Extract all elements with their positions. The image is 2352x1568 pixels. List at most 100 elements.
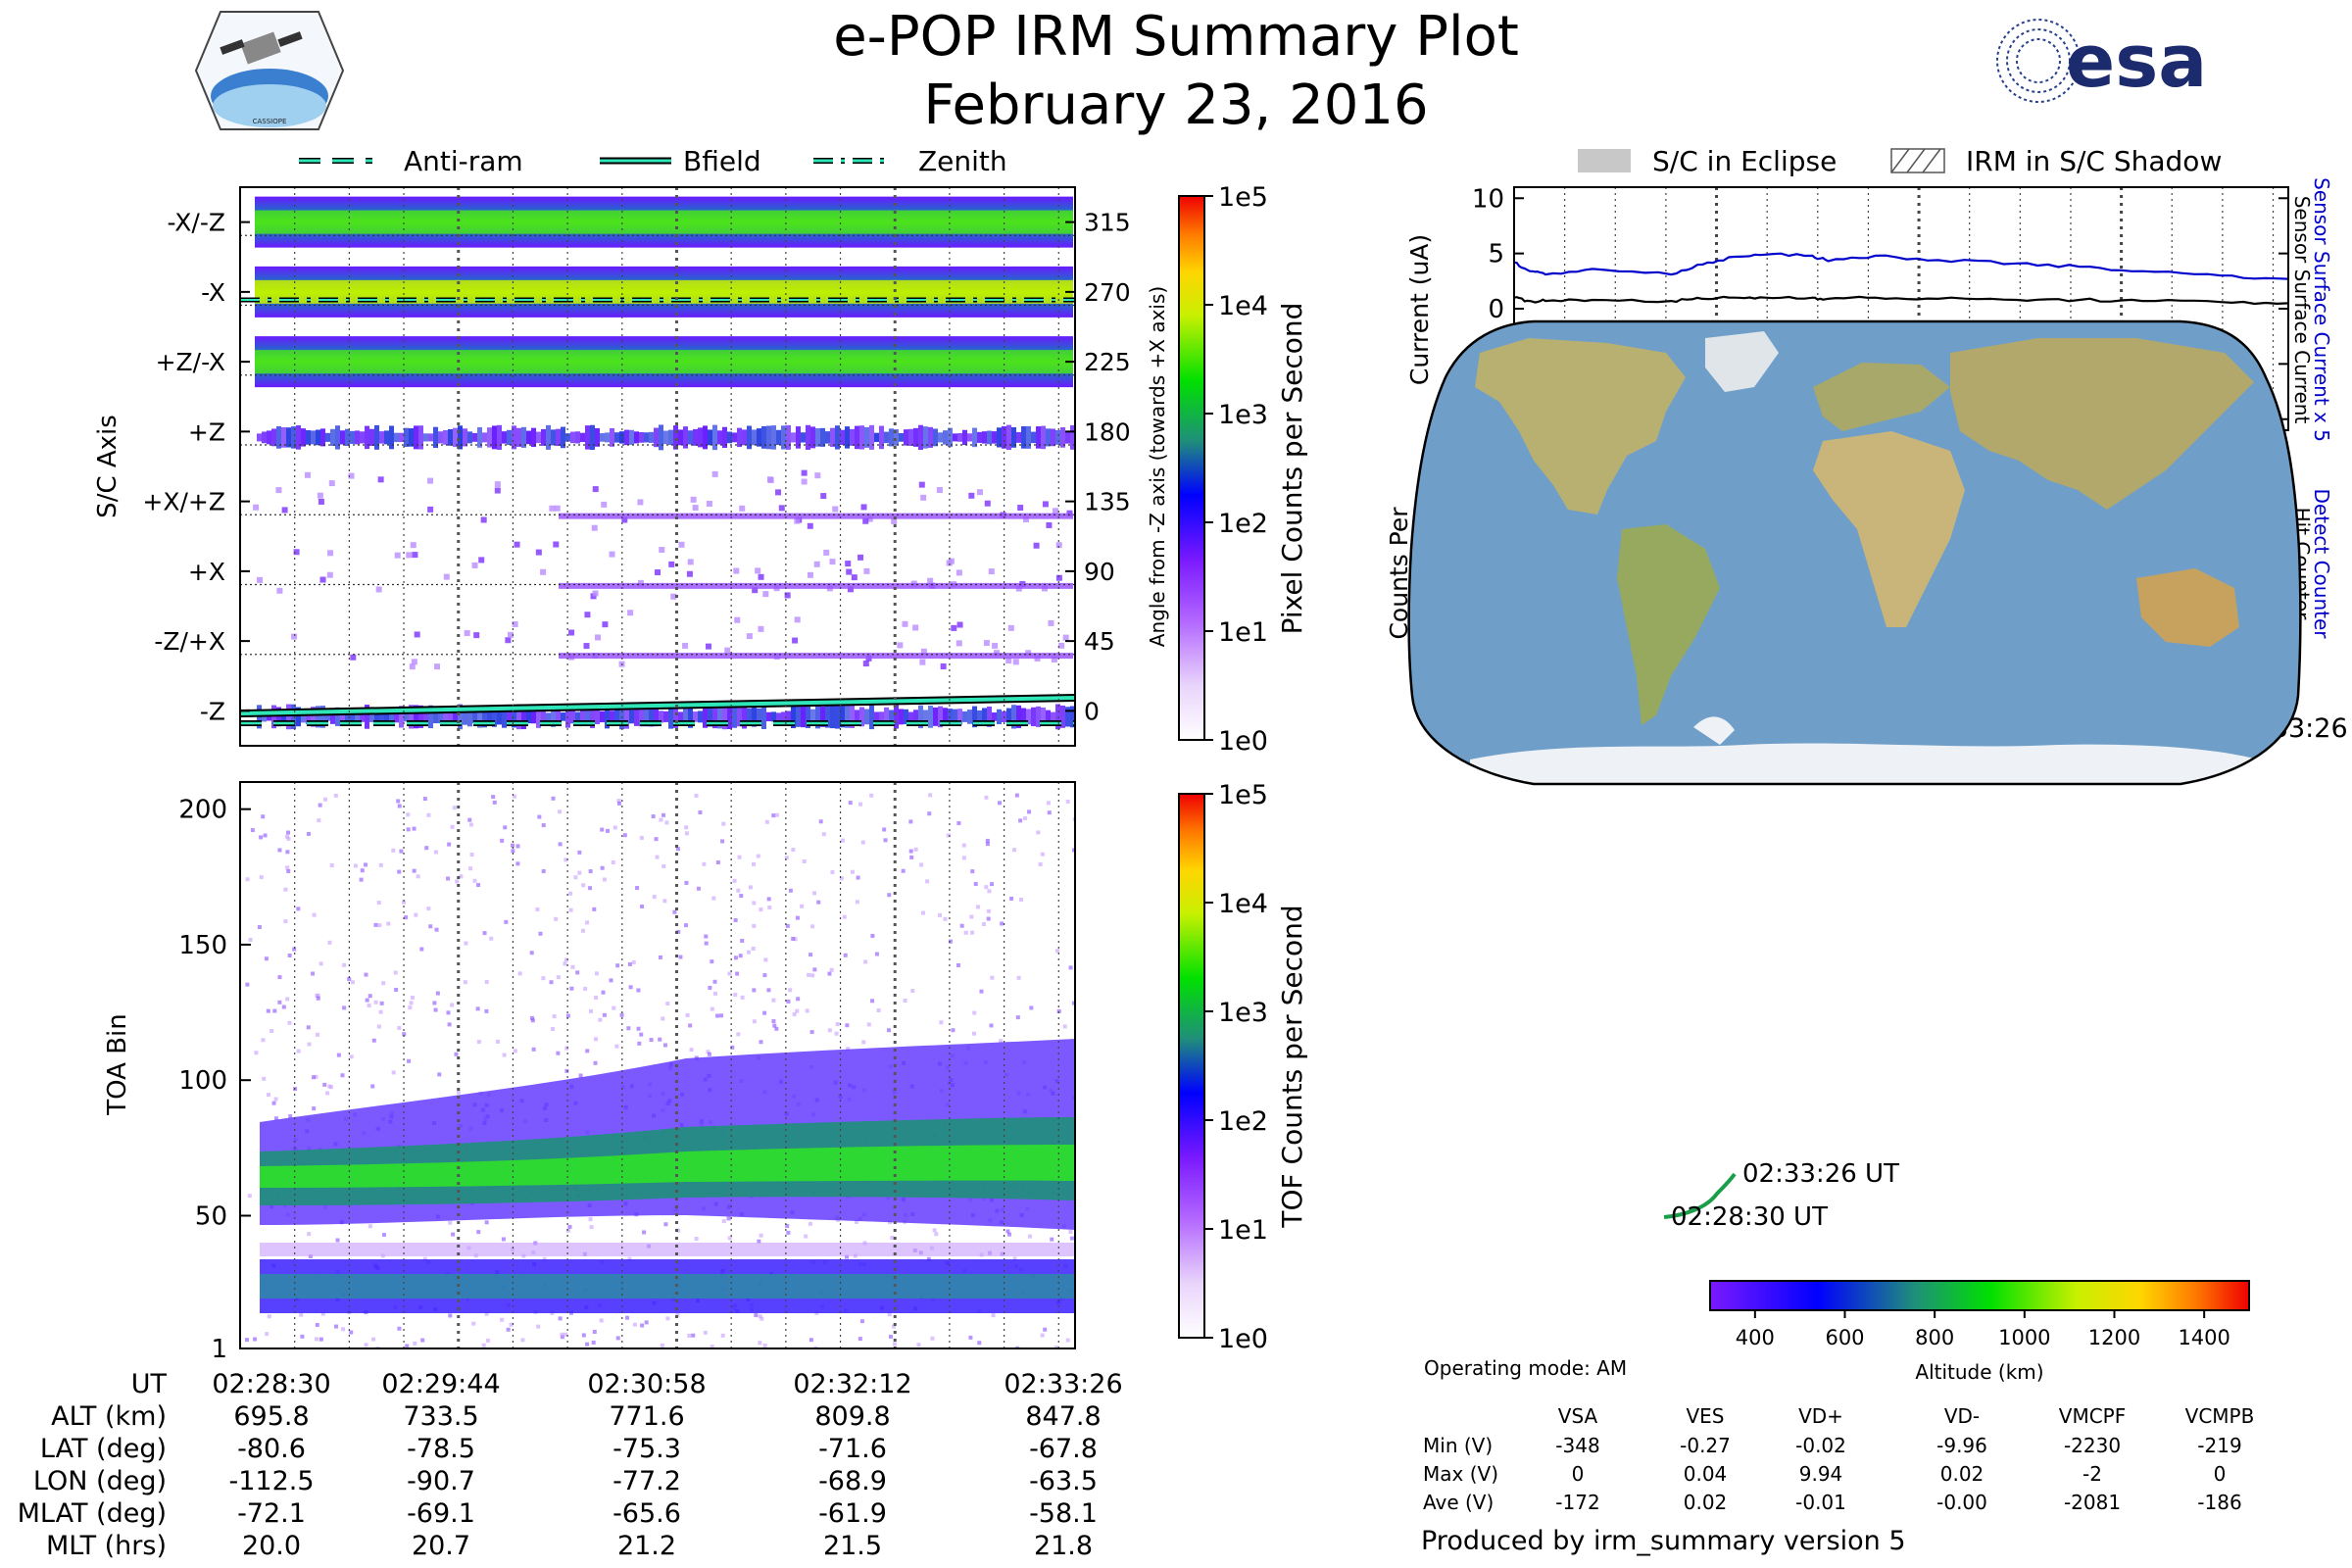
- ephem-cell-1-1: 733.5: [403, 1401, 478, 1432]
- sc-axis-tick-5: +X: [188, 558, 225, 586]
- operating-mode: Operating mode: AM: [1424, 1356, 1627, 1380]
- legend-anti-ram: Anti-ram: [404, 145, 523, 177]
- orbit-track: [1663, 1172, 1737, 1219]
- ephem-cell-3-0: -112.5: [228, 1466, 314, 1496]
- current-series2-label: Sensor Surface Current: [2290, 196, 2314, 424]
- track-end-label: 02:33:26 UT: [1742, 1159, 1899, 1189]
- sc-angle-tick-7: 0: [1084, 697, 1100, 725]
- ephem-cell-5-0: 20.0: [242, 1531, 301, 1561]
- tofCbTicks-tick-3: 1e2: [1218, 1106, 1268, 1137]
- ephem-cell-5-3: 21.5: [823, 1531, 882, 1561]
- ephem-cell-5-1: 20.7: [412, 1531, 470, 1561]
- tof-ylabel: TOA Bin: [103, 1013, 132, 1115]
- ephem-cell-1-0: 695.8: [233, 1401, 309, 1432]
- map-antarctica: [1470, 743, 2274, 784]
- ephem-cell-2-0: -80.6: [237, 1434, 306, 1464]
- sc-band-5: [256, 541, 1073, 600]
- map-europe: [1813, 363, 1950, 431]
- ephem-cell-3-3: -68.9: [818, 1466, 887, 1496]
- line-legend: Anti-ram Bfield Zenith: [299, 145, 1007, 177]
- tof-main-band: [245, 793, 1075, 1348]
- volt-cell-0-5: -219: [2197, 1434, 2241, 1457]
- ephem-label-3: LON (deg): [33, 1466, 167, 1496]
- tof-ytick-0: 200: [178, 796, 227, 825]
- counts-series1-label: Detect Counter: [2310, 489, 2333, 640]
- ephem-label-4: MLAT (deg): [18, 1498, 167, 1529]
- volt-header-3: VD-: [1944, 1404, 1980, 1428]
- esa-logo-text: esa: [2066, 20, 2207, 104]
- ephem-cell-0-4: 02:33:26: [1004, 1369, 1122, 1399]
- esa-logo: esa: [1996, 19, 2207, 104]
- altitude-tick-0: 400: [1736, 1326, 1775, 1349]
- map-south-america: [1617, 524, 1720, 725]
- sc-axis-labels: -X/-Z 315 -X 270 +Z/-X 225 +Z 180 +X/+Z 135 +X 90 -Z…: [142, 209, 1130, 726]
- volt-cell-1-3: 0.02: [1940, 1462, 1984, 1486]
- page-date: February 23, 2016: [923, 74, 1428, 137]
- pixCbTicks-tick-5: 1e0: [1218, 726, 1268, 757]
- volt-cell-0-0: -348: [1555, 1434, 1599, 1457]
- sc-angle-tick-2: 225: [1084, 348, 1131, 376]
- legend-bfield: Bfield: [683, 145, 761, 177]
- sc-band-7: [257, 704, 1075, 730]
- volt-header-4: VMCPF: [2059, 1404, 2126, 1428]
- volt-label-1: Max (V): [1423, 1462, 1498, 1486]
- tof-ytick-2: 100: [178, 1066, 227, 1096]
- curGrid-ytick-1: 5: [1488, 240, 1504, 270]
- pixel-colorbar-label: Pixel Counts per Second: [1276, 303, 1308, 635]
- pixCbTicks-tick-3: 1e2: [1218, 509, 1268, 539]
- tof-ytick-1: 150: [178, 931, 227, 960]
- bfield-line: [240, 694, 1075, 717]
- tof-ytick-4: 1: [211, 1335, 227, 1364]
- ephem-cell-3-2: -77.2: [612, 1466, 681, 1496]
- sc-axis-ylabel: S/C Axis: [93, 415, 122, 518]
- sc-band-0: [255, 196, 1073, 248]
- cassiope-logo-text: CASSIOPE: [253, 118, 287, 125]
- sc-band-3: [257, 424, 1075, 451]
- volt-cell-0-4: -2230: [2064, 1434, 2121, 1457]
- page-title: e-POP IRM Summary Plot: [833, 5, 1519, 69]
- legend-eclipse: S/C in Eclipse: [1652, 145, 1837, 177]
- track-start-label: 02:28:30 UT: [1671, 1202, 1828, 1232]
- sc-band-2: [255, 336, 1073, 388]
- ephem-cell-1-2: 771.6: [609, 1401, 684, 1432]
- map-asia: [1950, 338, 2254, 510]
- tof-colorbar: 1e5 1e4 1e3 1e2 1e1 1e0 TOF Counts per Second: [1178, 780, 1308, 1354]
- sc-angle-tick-6: 45: [1084, 627, 1115, 656]
- sc-axis-grid: [240, 187, 1075, 746]
- sc-axis-tick-0: -X/-Z: [168, 209, 225, 237]
- sc-axis-y2label: Angle from -Z axis (towards +X axis): [1146, 286, 1169, 647]
- sc-axis-bands: [240, 196, 1075, 730]
- ephem-cell-4-1: -69.1: [407, 1498, 475, 1529]
- volt-header-2: VD+: [1798, 1404, 1843, 1428]
- ephem-label-5: MLT (hrs): [46, 1531, 167, 1561]
- volt-header-0: VSA: [1558, 1404, 1598, 1428]
- volt-cell-1-2: 9.94: [1799, 1462, 1843, 1486]
- sc-angle-tick-0: 315: [1084, 209, 1131, 237]
- tofCbTicks-tick-4: 1e1: [1218, 1215, 1268, 1246]
- volt-header-5: VCMPB: [2185, 1404, 2255, 1428]
- tofCbTicks-tick-2: 1e3: [1218, 998, 1268, 1028]
- series-sensor-current: [1513, 295, 2289, 306]
- ephem-label-0: UT: [131, 1369, 168, 1399]
- ephem-cell-4-4: -58.1: [1029, 1498, 1098, 1529]
- altitude-tick-4: 1200: [2088, 1326, 2140, 1349]
- pixCbTicks-tick-4: 1e1: [1218, 617, 1268, 648]
- current-ylabel: Current (uA): [1405, 234, 1434, 385]
- altitude-colorbar: 400 600 800 1000 1200 1400 Altitude (km): [1709, 1280, 2250, 1384]
- altitude-tick-1: 600: [1825, 1326, 1864, 1349]
- ephem-cell-2-1: -78.5: [407, 1434, 475, 1464]
- altitude-tick-2: 800: [1915, 1326, 1954, 1349]
- pixCbTicks-tick-0: 1e5: [1218, 182, 1268, 213]
- ephem-cell-0-3: 02:32:12: [793, 1369, 911, 1399]
- ephem-cell-4-0: -72.1: [237, 1498, 306, 1529]
- volt-cell-2-0: -172: [1555, 1491, 1599, 1514]
- volt-cell-0-1: -0.27: [1680, 1434, 1731, 1457]
- volt-label-2: Ave (V): [1423, 1491, 1494, 1514]
- ephem-cell-0-1: 02:29:44: [381, 1369, 500, 1399]
- volt-cell-1-5: 0: [2214, 1462, 2227, 1486]
- sc-angle-tick-4: 135: [1084, 488, 1131, 516]
- map-africa: [1813, 431, 1965, 627]
- volt-cell-1-0: 0: [1572, 1462, 1585, 1486]
- sc-axis-panel: -X/-Z 315 -X 270 +Z/-X 225 +Z 180 +X/+Z 135 +X 90 -Z…: [93, 186, 1169, 747]
